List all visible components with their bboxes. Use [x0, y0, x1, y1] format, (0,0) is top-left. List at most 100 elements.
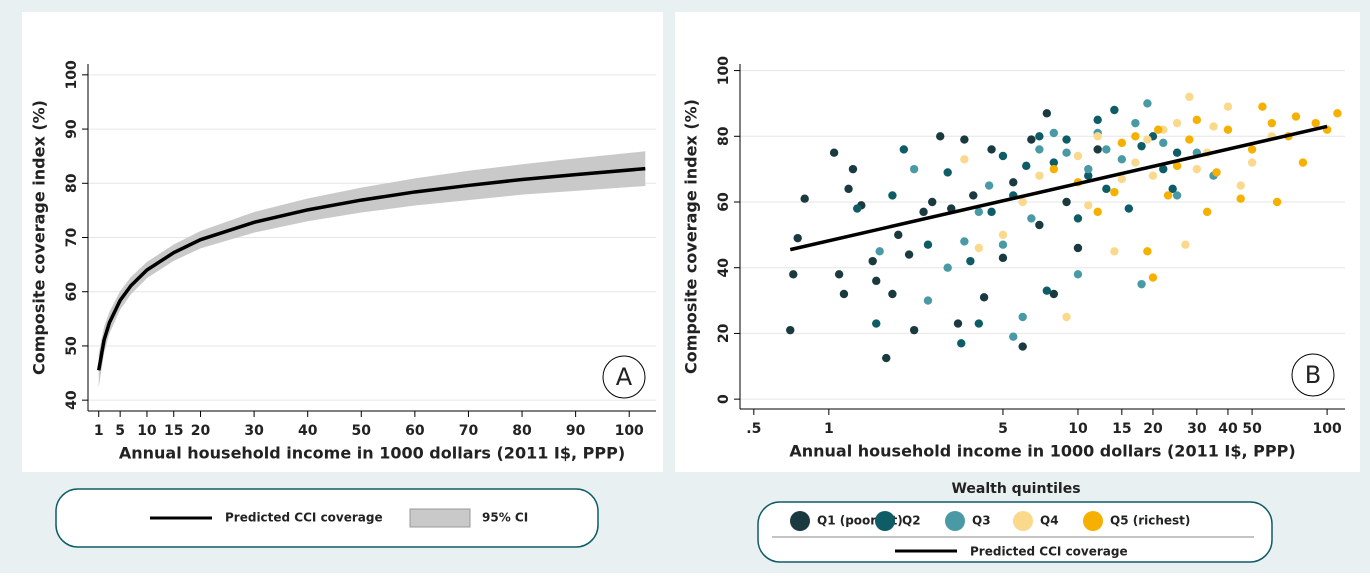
point [1272, 197, 1282, 207]
y-tick-label: 70 [64, 228, 80, 248]
point [888, 289, 897, 299]
point [1073, 151, 1083, 161]
y-tick-label: 60 [716, 192, 732, 212]
y-axis-title: Composite coverage index (%) [682, 99, 701, 374]
x-tick-label: 90 [566, 423, 586, 439]
point [1185, 92, 1194, 102]
point [872, 319, 881, 328]
x-tick-label: 20 [1143, 421, 1163, 437]
x-tick-label: 5 [998, 421, 1008, 437]
point [800, 194, 809, 203]
point [1333, 109, 1342, 118]
legend-a-box [55, 488, 599, 548]
point [1154, 125, 1163, 134]
y-tick-label: 100 [716, 56, 732, 85]
x-tick-label: 10 [1068, 421, 1088, 437]
point [1236, 181, 1245, 190]
point [1018, 197, 1027, 207]
point [909, 164, 919, 174]
point [1143, 99, 1152, 108]
point [1148, 273, 1158, 282]
point [1223, 102, 1233, 111]
y-tick-label: 50 [64, 336, 80, 356]
x-tick-label: 30 [1187, 421, 1207, 437]
point [793, 233, 802, 243]
x-tick-label: 1 [94, 423, 104, 439]
point [1131, 118, 1140, 128]
point [1073, 214, 1083, 223]
point [1209, 122, 1218, 131]
point [1185, 135, 1194, 144]
annotation: A [616, 363, 633, 391]
point [1202, 207, 1212, 217]
point [1110, 187, 1119, 197]
point [943, 263, 952, 272]
legend-title: Wealth quintiles [951, 481, 1080, 497]
point [1172, 148, 1182, 157]
point [1236, 194, 1245, 203]
point [894, 230, 903, 240]
point [1159, 164, 1168, 174]
y-tick-label: 0 [716, 394, 732, 404]
x-tick-label: 100 [1312, 421, 1341, 437]
point [1018, 342, 1027, 351]
point [1035, 220, 1044, 230]
point [1159, 138, 1168, 148]
point [839, 289, 849, 299]
x-tick-label: 30 [244, 423, 264, 439]
point [1093, 115, 1102, 125]
point [872, 276, 881, 286]
point [1102, 184, 1111, 194]
point [1168, 184, 1177, 194]
point [1181, 240, 1190, 249]
y-tick-label: 20 [716, 323, 732, 343]
point [1172, 118, 1182, 128]
y-tick-label: 90 [64, 119, 80, 139]
point [1062, 148, 1071, 157]
point [966, 256, 975, 266]
annotation-circle [1291, 353, 1335, 397]
point [1298, 158, 1308, 167]
point [1163, 191, 1173, 200]
point [1102, 145, 1111, 154]
point [1042, 109, 1052, 118]
point [1084, 164, 1093, 174]
legend-label: Q3 [972, 514, 991, 528]
legend-label: Q5 (richest) [1110, 514, 1190, 528]
x-tick-label: .5 [746, 421, 761, 437]
point [987, 145, 996, 154]
line [96, 166, 646, 371]
point [1223, 125, 1233, 134]
y-tick-label: 40 [716, 258, 732, 278]
point [974, 207, 984, 217]
point [957, 339, 966, 348]
point [1291, 112, 1301, 121]
x-axis-title: Annual household income in 1000 dollars … [789, 442, 1295, 461]
point [960, 135, 969, 144]
y-axis-title: Composite coverage index (%) [30, 100, 49, 375]
legend-label: Predicted CCI coverage [970, 545, 1128, 559]
point [1009, 332, 1018, 341]
x-tick-label: 1 [824, 421, 834, 437]
point [1093, 132, 1102, 141]
x-tick-label: 15 [1112, 421, 1131, 437]
point [1258, 102, 1267, 111]
legend-label: Predicted CCI coverage [225, 511, 383, 525]
point [1035, 145, 1044, 154]
point [888, 191, 897, 200]
point [974, 319, 984, 328]
point [1062, 197, 1071, 207]
panel-b [675, 12, 1360, 472]
point [786, 325, 795, 335]
point [998, 151, 1008, 161]
point [1172, 161, 1182, 171]
point [1212, 168, 1221, 177]
point [1137, 279, 1146, 289]
point [1062, 312, 1071, 322]
point [1027, 214, 1036, 223]
point [848, 164, 858, 174]
point [1018, 312, 1027, 322]
legend-swatch [790, 511, 810, 531]
point [936, 132, 945, 141]
